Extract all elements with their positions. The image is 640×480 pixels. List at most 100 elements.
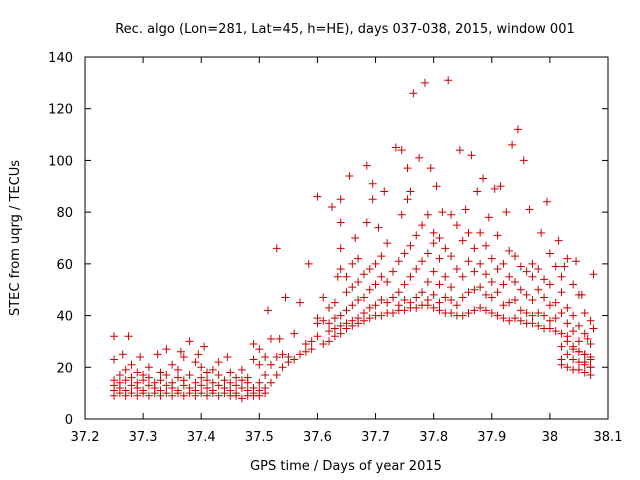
data-point — [569, 355, 578, 364]
data-point — [144, 373, 153, 382]
data-point — [522, 267, 531, 276]
data-point — [377, 272, 386, 281]
data-point — [557, 272, 566, 281]
data-point — [406, 187, 415, 196]
data-point — [435, 280, 444, 289]
data-point — [168, 391, 177, 400]
x-tick-label: 37.3 — [129, 430, 158, 445]
axes: 37.2 37.3 37.4 37.5 37.6 37.7 37.8 37.9 38 38.1 0 2… — [48, 51, 622, 445]
data-point — [365, 303, 374, 312]
data-point — [354, 314, 363, 323]
data-point — [371, 280, 380, 289]
data-point — [150, 378, 159, 387]
data-point — [354, 277, 363, 286]
data-point — [348, 259, 357, 268]
data-point — [162, 371, 171, 380]
data-point — [412, 265, 421, 274]
data-point — [418, 288, 427, 297]
data-point — [563, 254, 572, 263]
data-point — [418, 257, 427, 266]
data-point — [336, 329, 345, 338]
data-point — [110, 376, 119, 385]
data-point — [214, 391, 223, 400]
data-point — [237, 383, 246, 392]
data-point — [461, 205, 470, 214]
data-point — [406, 298, 415, 307]
data-point — [586, 355, 595, 364]
data-point — [325, 327, 334, 336]
data-point — [534, 321, 543, 330]
data-point — [557, 329, 566, 338]
data-point — [540, 293, 549, 302]
data-point — [412, 231, 421, 240]
data-point — [557, 342, 566, 351]
data-point — [368, 179, 377, 188]
data-point — [336, 321, 345, 330]
data-point — [511, 252, 520, 261]
data-point — [528, 272, 537, 281]
data-point — [577, 290, 586, 299]
data-point — [325, 337, 334, 346]
data-point — [342, 272, 351, 281]
data-point — [191, 378, 200, 387]
data-point — [153, 350, 162, 359]
data-point — [464, 257, 473, 266]
data-point — [115, 371, 124, 380]
data-point — [249, 355, 258, 364]
data-point — [391, 143, 400, 152]
data-point — [301, 340, 310, 349]
data-point — [118, 350, 127, 359]
data-point — [371, 301, 380, 310]
data-point — [191, 386, 200, 395]
data-point — [458, 311, 467, 320]
data-point — [264, 306, 273, 315]
data-point — [266, 334, 275, 343]
data-point — [168, 378, 177, 387]
data-point — [551, 298, 560, 307]
data-point — [342, 319, 351, 328]
data-point — [197, 381, 206, 390]
data-point — [144, 363, 153, 372]
data-point — [197, 363, 206, 372]
data-point — [348, 283, 357, 292]
data-point — [429, 228, 438, 237]
data-point — [336, 311, 345, 320]
data-point — [336, 218, 345, 227]
data-point — [551, 262, 560, 271]
data-point — [525, 205, 534, 214]
data-point — [580, 329, 589, 338]
data-point — [470, 244, 479, 253]
data-point — [359, 316, 368, 325]
data-point — [330, 314, 339, 323]
data-point — [435, 234, 444, 242]
data-point — [377, 252, 386, 261]
data-point — [173, 373, 182, 382]
data-point — [455, 146, 464, 155]
data-point — [333, 272, 342, 281]
data-point — [429, 303, 438, 312]
data-point — [447, 210, 456, 219]
y-axis-label: STEC from uqrg / TECUs — [8, 160, 23, 316]
data-point — [423, 210, 432, 219]
data-point — [232, 381, 241, 390]
data-point — [162, 389, 171, 398]
data-point — [438, 208, 447, 217]
data-point — [554, 236, 563, 245]
data-point — [429, 239, 438, 248]
data-point — [127, 389, 136, 398]
data-point — [179, 391, 188, 400]
data-point — [476, 228, 485, 237]
data-point — [208, 378, 217, 387]
data-point — [545, 280, 554, 289]
y-tick-label: 60 — [56, 258, 73, 273]
data-point — [127, 373, 136, 382]
data-point — [351, 234, 360, 242]
data-point — [261, 352, 270, 361]
data-point — [511, 277, 520, 286]
data-point — [586, 363, 595, 372]
data-point — [368, 195, 377, 204]
data-point — [452, 301, 461, 310]
data-point — [470, 285, 479, 294]
data-point — [423, 296, 432, 305]
data-point — [409, 89, 418, 98]
